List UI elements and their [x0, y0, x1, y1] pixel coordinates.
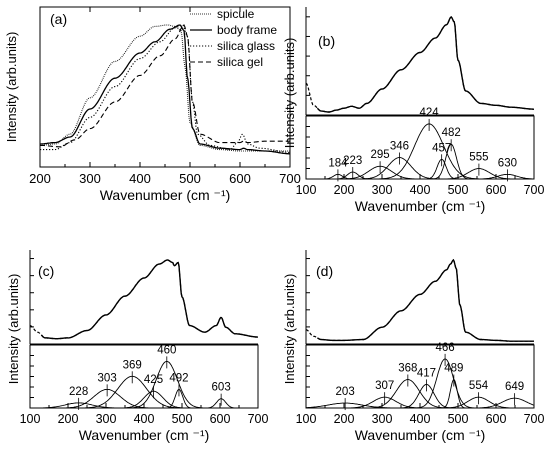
spectrum-fit: [40, 259, 258, 340]
peak-label: 492: [169, 372, 188, 384]
peak-label: 466: [435, 342, 454, 354]
peak-label: 307: [375, 380, 394, 392]
x-axis-label: Wavenumber (cm ⁻¹): [355, 427, 486, 443]
panel-label: (a): [50, 11, 67, 27]
peak-649: [306, 397, 535, 409]
peak-label: 368: [398, 362, 417, 374]
panel-label: (b): [318, 33, 335, 49]
peak-label: 184: [328, 157, 348, 169]
x-tick-label: 700: [524, 412, 545, 426]
x-tick-label: 600: [486, 412, 507, 426]
x-tick-label: 200: [29, 171, 51, 186]
legend-entry: silica gel: [217, 55, 263, 69]
panel-a: 200 300 400 500 600 700 spicule body frame silic…: [4, 6, 301, 203]
y-axis-label: Intensity (arb.units): [282, 38, 297, 149]
panel-label: (d): [316, 263, 333, 279]
spectrum-experimental: [29, 259, 258, 340]
x-tick-label: 300: [372, 412, 393, 426]
peak-label: 417: [417, 367, 436, 379]
peak-label: 346: [390, 141, 409, 153]
x-tick-label: 700: [248, 412, 269, 426]
y-axis-label: Intensity (arb.units): [282, 274, 297, 385]
x-tick-label: 400: [129, 171, 151, 186]
x-tick-label: 500: [448, 412, 469, 426]
x-tick-label: 300: [79, 171, 101, 186]
x-tick-label: 600: [210, 412, 231, 426]
y-axis-label: Intensity (arb.units): [4, 32, 19, 143]
peak-630: [306, 173, 534, 180]
panel-label: (c): [38, 263, 54, 279]
x-tick-label: 500: [179, 171, 201, 186]
peak-label: 482: [442, 127, 461, 139]
series-silica-gel: [40, 24, 290, 148]
x-tick-label: 500: [448, 183, 469, 197]
y-axis-label: Intensity (arb.units): [6, 274, 21, 385]
panel-d: 100 200 300 400 500 600 700 203 307 368 417 466 489 5…: [282, 250, 544, 443]
peak-label: 424: [420, 107, 440, 119]
x-tick-label: 400: [134, 412, 155, 426]
peak-label: 303: [98, 372, 117, 384]
peak-label: 425: [144, 374, 163, 386]
peak-label: 369: [123, 359, 142, 371]
x-tick-label: 400: [410, 412, 431, 426]
x-tick-label: 500: [172, 412, 193, 426]
peak-603: [30, 398, 258, 409]
x-tick-label: 200: [58, 412, 79, 426]
spectrum-experimental: [305, 259, 534, 342]
x-tick-label: 600: [486, 183, 507, 197]
x-tick-label: 200: [334, 412, 355, 426]
peak-label: 203: [336, 386, 355, 398]
x-tick-label: 400: [410, 183, 431, 197]
x-tick-label: 100: [296, 412, 317, 426]
series-spicule: [40, 24, 290, 152]
spectrum-fit: [316, 16, 534, 113]
legend-entry: spicule: [217, 7, 255, 21]
peak-label: 460: [157, 344, 176, 356]
legend-entry: body frame: [217, 23, 277, 37]
peak-424: [306, 123, 534, 180]
spectrum-experimental: [305, 16, 534, 113]
series-body-frame: [40, 24, 290, 155]
x-tick-label: 300: [372, 183, 393, 197]
peak-label: 228: [69, 386, 88, 398]
peak-label: 223: [343, 155, 362, 167]
x-tick-label: 600: [229, 171, 251, 186]
legend-entry: silica glass: [217, 39, 275, 53]
x-tick-label: 700: [524, 183, 545, 197]
peak-label: 457: [432, 142, 451, 154]
x-tick-label: 100: [296, 183, 317, 197]
peak-label: 554: [469, 380, 489, 392]
peak-label: 489: [444, 362, 463, 374]
peak-466: [306, 358, 534, 409]
x-tick-label: 100: [20, 412, 41, 426]
x-axis-label: Wavenumber (cm ⁻¹): [355, 198, 486, 214]
x-axis-label: Wavenumber (cm ⁻¹): [100, 187, 231, 203]
x-tick-label: 300: [96, 412, 117, 426]
peak-label: 630: [498, 157, 517, 169]
x-axis-label: Wavenumber (cm ⁻¹): [79, 427, 210, 443]
x-tick-label: 200: [334, 183, 355, 197]
series-silica-glass: [40, 24, 290, 153]
spectrum-fit: [317, 258, 534, 342]
peaks-frame: [305, 115, 535, 180]
x-tick-label: 700: [279, 171, 301, 186]
peak-label: 649: [505, 381, 524, 393]
peak-label: 295: [371, 149, 390, 161]
peak-label: 555: [469, 152, 488, 164]
peak-label: 603: [212, 382, 231, 394]
